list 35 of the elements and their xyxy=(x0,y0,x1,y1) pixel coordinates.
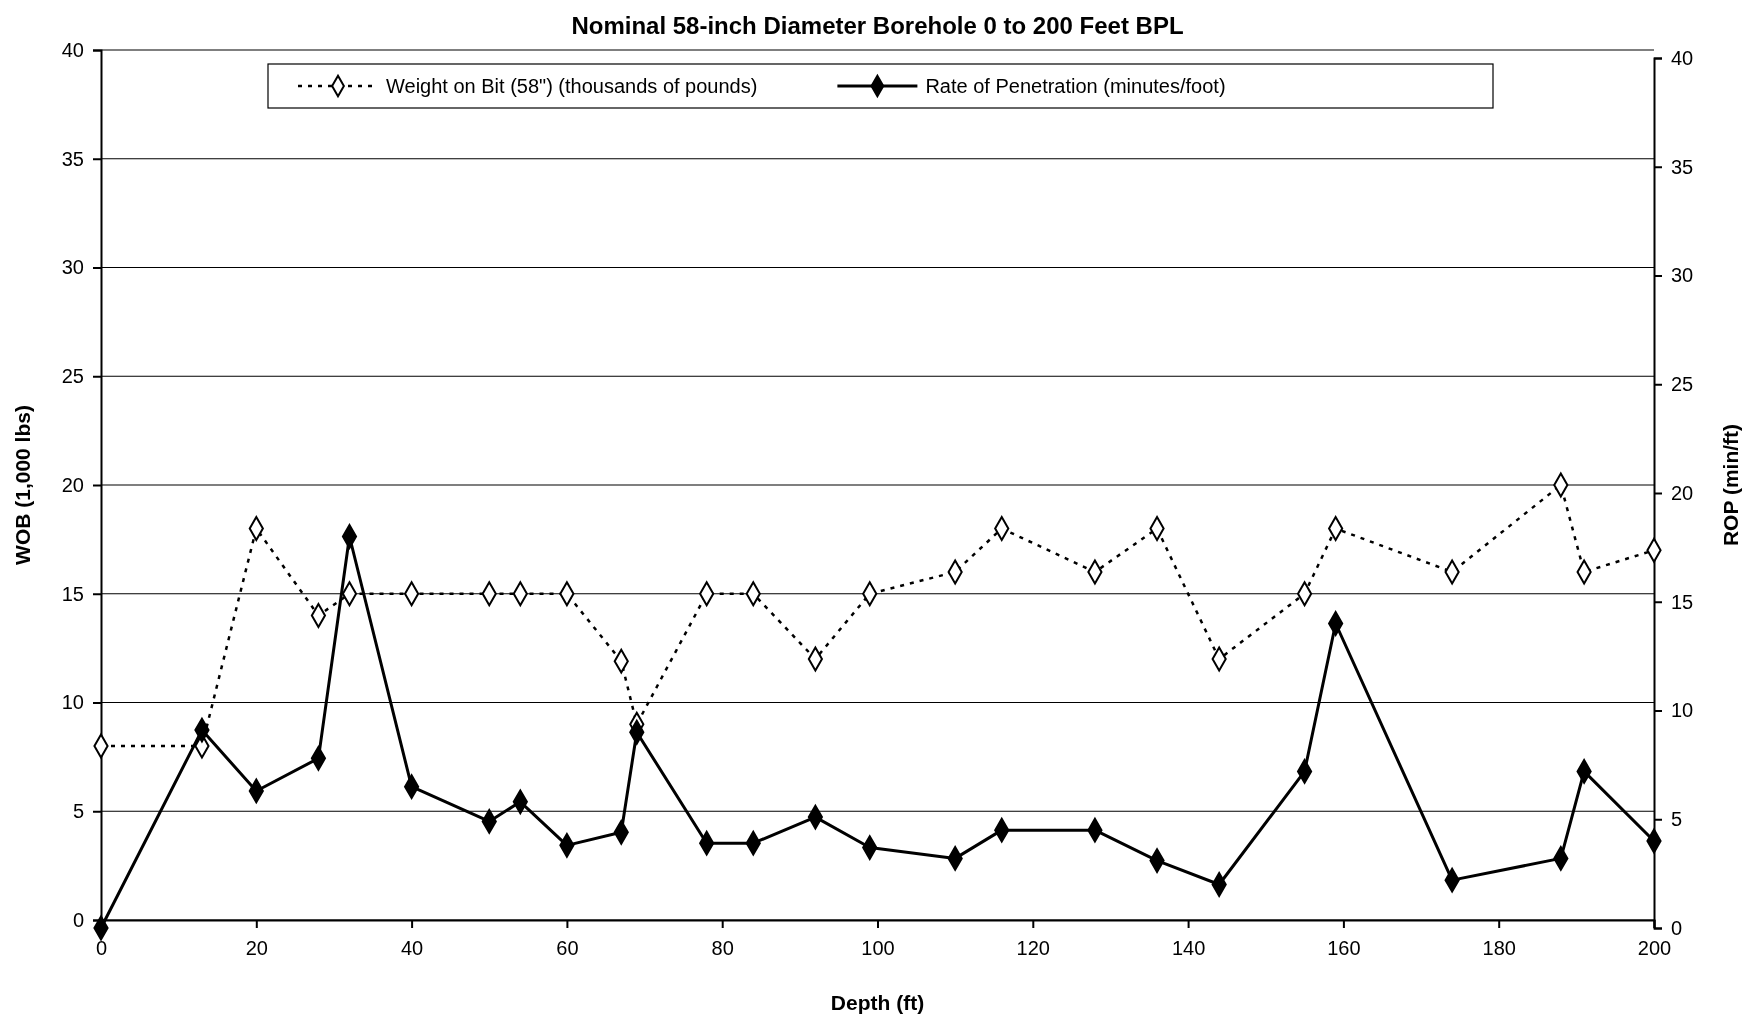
y2-tick-label: 20 xyxy=(1671,481,1694,504)
x-tick-label: 140 xyxy=(1171,937,1206,959)
y-tick-label: 35 xyxy=(61,147,84,170)
y-axis-title: WOB (1,000 lbs) xyxy=(11,405,34,565)
x-tick-label: 40 xyxy=(400,937,424,959)
legend-label: Weight on Bit (58") (thousands of pounds) xyxy=(386,75,758,97)
x-tick-label: 200 xyxy=(1637,937,1672,959)
x-tick-label: 80 xyxy=(711,937,734,959)
y2-tick-label: 25 xyxy=(1671,373,1694,396)
y2-tick-label: 40 xyxy=(1671,46,1694,69)
y-tick-label: 15 xyxy=(61,582,84,605)
x-axis-title: Depth (ft) xyxy=(830,991,925,1014)
y-tick-label: 20 xyxy=(61,473,84,496)
x-tick-label: 100 xyxy=(861,937,895,959)
x-tick-label: 180 xyxy=(1482,937,1516,959)
chart-title: Nominal 58-inch Diameter Borehole 0 to 200 Feet BPL xyxy=(571,12,1184,39)
y2-tick-label: 15 xyxy=(1671,590,1694,613)
legend-label: Rate of Penetration (minutes/foot) xyxy=(925,75,1226,97)
x-tick-label: 20 xyxy=(245,937,268,959)
x-tick-label: 120 xyxy=(1016,937,1050,959)
x-tick-label: 160 xyxy=(1327,937,1361,959)
y-tick-label: 10 xyxy=(61,691,84,714)
y2-tick-label: 30 xyxy=(1671,264,1694,287)
y2-axis-title: ROP (min/ft) xyxy=(1719,423,1742,547)
y-tick-label: 25 xyxy=(61,365,84,388)
x-tick-label: 60 xyxy=(556,937,579,959)
y2-tick-label: 35 xyxy=(1671,155,1694,178)
y2-tick-label: 0 xyxy=(1671,916,1683,939)
y-tick-label: 30 xyxy=(61,256,84,279)
y2-tick-label: 10 xyxy=(1671,699,1694,722)
y-tick-label: 40 xyxy=(61,38,84,61)
y-tick-label: 0 xyxy=(72,908,84,931)
y2-tick-label: 5 xyxy=(1671,808,1683,831)
x-tick-label: 0 xyxy=(95,937,108,959)
y-tick-label: 5 xyxy=(72,800,84,823)
